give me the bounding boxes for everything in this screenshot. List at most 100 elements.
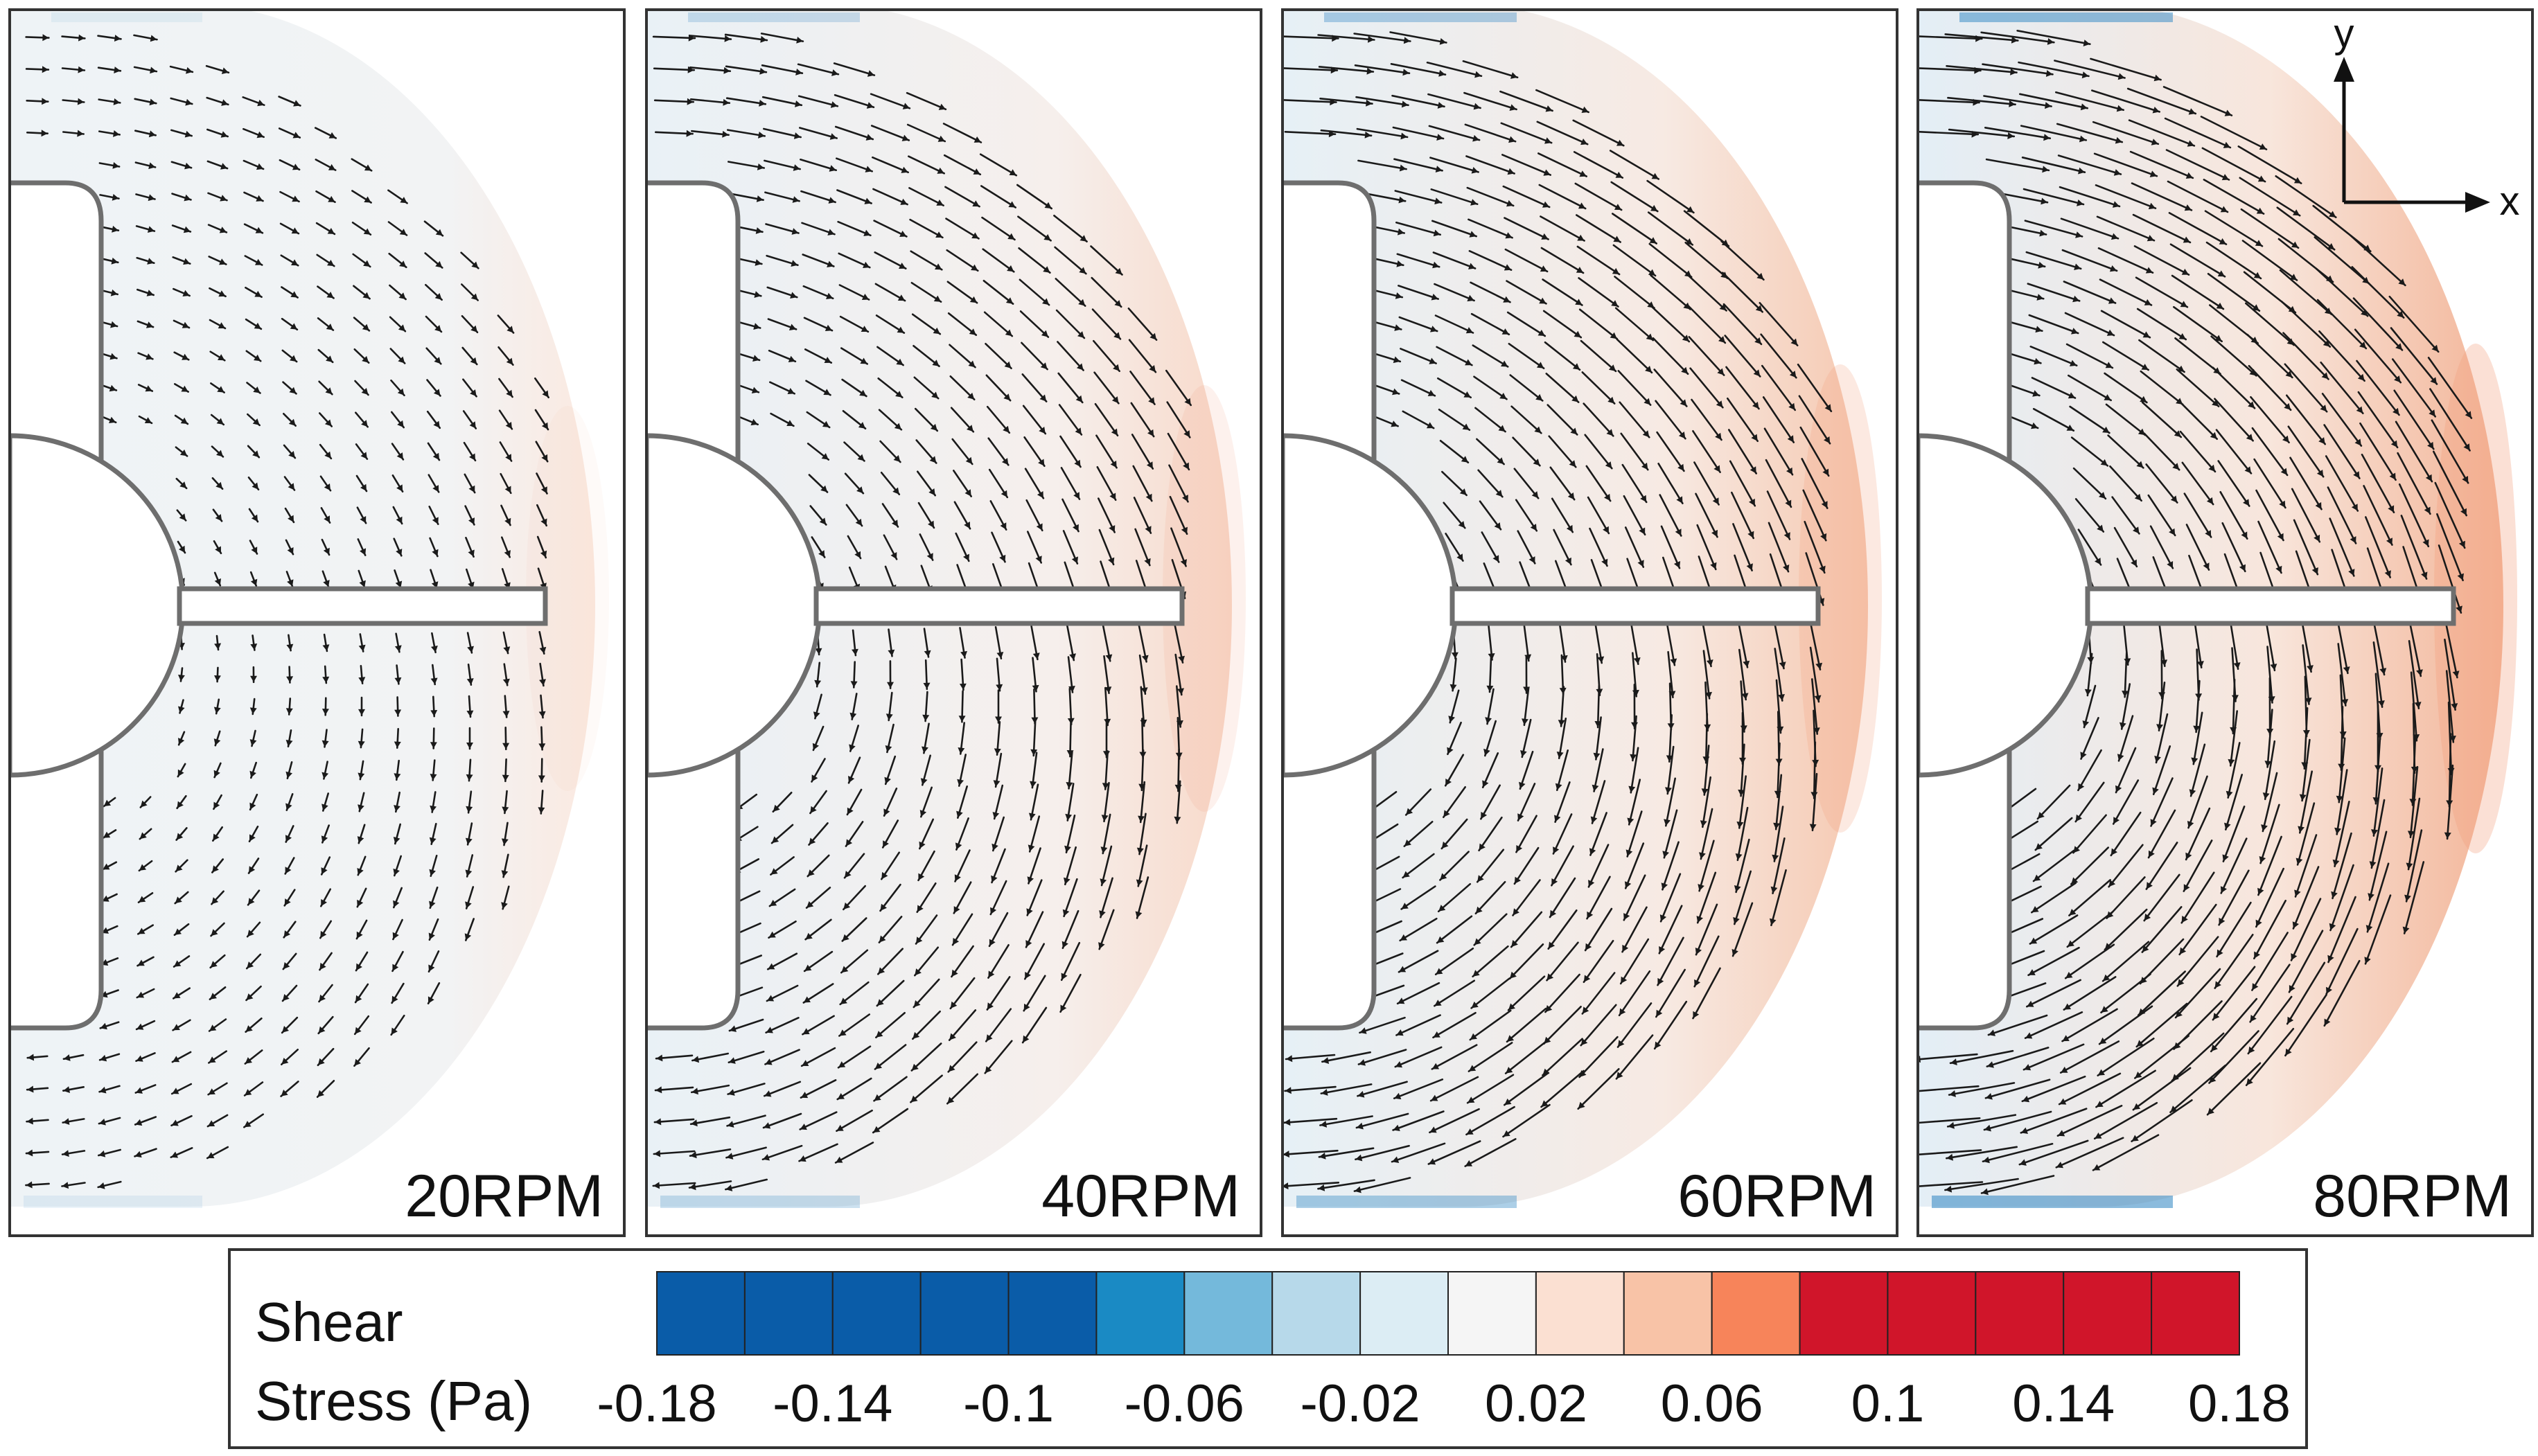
rim-high-stress-zone: [2434, 344, 2517, 853]
velocity-arrow: [1732, 523, 1753, 571]
velocity-arrow-head: [867, 70, 874, 77]
velocity-arrow-head: [2106, 329, 2114, 336]
velocity-arrow-head: [2293, 177, 2302, 184]
velocity-arrow-head: [137, 959, 145, 966]
velocity-arrow: [1167, 432, 1190, 471]
velocity-arrow-head: [1659, 914, 1667, 922]
velocity-arrow-head: [1578, 1101, 1585, 1109]
velocity-arrow-head: [1664, 819, 1671, 826]
velocity-arrow: [2152, 745, 2171, 795]
velocity-arrow: [1545, 373, 1580, 403]
velocity-arrow: [1655, 968, 1686, 1018]
velocity-arrow: [1811, 772, 1818, 832]
velocity-arrow-head: [393, 868, 400, 876]
velocity-arrow: [2136, 308, 2187, 341]
velocity-arrow: [2296, 802, 2316, 866]
velocity-arrow: [2074, 781, 2105, 823]
velocity-arrow-head: [971, 232, 979, 239]
velocity-arrow-head: [114, 66, 121, 73]
velocity-arrow-head: [830, 101, 838, 108]
velocity-arrow: [2034, 817, 2073, 851]
velocity-arrow-head: [2460, 508, 2467, 516]
velocity-arrow-head: [252, 450, 259, 458]
velocity-arrow-head: [1076, 363, 1084, 371]
velocity-arrow-head: [2252, 983, 2259, 991]
velocity-arrow-head: [1319, 1152, 1326, 1160]
velocity-arrow-head: [1574, 330, 1581, 338]
velocity-arrow: [1547, 909, 1578, 950]
velocity-arrow-head: [218, 290, 226, 297]
velocity-arrow-head: [841, 966, 849, 973]
velocity-arrow-head: [327, 228, 335, 234]
velocity-arrow-head: [1756, 272, 1764, 280]
velocity-arrow-head: [880, 903, 887, 911]
velocity-arrow-head: [813, 711, 820, 719]
velocity-arrow-head: [928, 520, 934, 528]
velocity-arrow-head: [901, 134, 909, 141]
velocity-arrow: [2102, 341, 2149, 371]
velocity-arrow: [1947, 96, 2016, 106]
velocity-arrow: [2024, 220, 2083, 238]
velocity-arrow: [1540, 247, 1585, 274]
velocity-arrow-head: [2451, 703, 2458, 710]
velocity-arrow: [1357, 159, 1407, 170]
velocity-arrow-head: [1437, 936, 1445, 943]
velocity-arrow: [1612, 244, 1657, 277]
velocity-arrow-head: [432, 485, 439, 492]
velocity-arrow: [2126, 87, 2197, 115]
velocity-arrow-head: [114, 35, 121, 42]
velocity-arrow: [763, 1081, 802, 1097]
velocity-arrow-head: [2142, 331, 2150, 338]
velocity-arrow: [1057, 341, 1084, 371]
velocity-arrow-head: [2022, 1095, 2030, 1103]
velocity-arrow-head: [2079, 135, 2086, 143]
velocity-arrow-head: [910, 1095, 918, 1103]
velocity-arrow-head: [1508, 136, 1516, 143]
velocity-arrow: [1544, 341, 1581, 371]
velocity-arrow-head: [2291, 241, 2299, 248]
velocity-arrow-head: [768, 931, 776, 938]
velocity-arrow-head: [843, 902, 851, 909]
velocity-arrow: [1283, 35, 1339, 39]
velocity-arrow-head: [1506, 1067, 1513, 1074]
velocity-arrow-head: [866, 102, 874, 109]
velocity-arrow: [1984, 1078, 2051, 1099]
velocity-arrow-head: [323, 547, 330, 555]
velocity-arrow: [2253, 900, 2286, 959]
velocity-arrow-head: [793, 164, 800, 171]
velocity-arrow: [1504, 1072, 1549, 1106]
velocity-arrow-head: [317, 1090, 324, 1097]
velocity-arrow-head: [214, 578, 221, 586]
velocity-arrow: [2077, 749, 2102, 792]
rim-high-stress-zone: [1799, 364, 1882, 833]
velocity-arrow-head: [358, 677, 366, 684]
velocity-arrow: [2230, 710, 2238, 767]
velocity-arrow: [1813, 741, 1817, 799]
velocity-arrow-head: [2250, 337, 2258, 344]
velocity-arrow: [2403, 861, 2425, 934]
velocity-arrow: [1768, 522, 1790, 573]
velocity-arrow-head: [1711, 529, 1718, 538]
velocity-arrow-head: [324, 419, 332, 427]
velocity-arrow-head: [992, 843, 998, 851]
colorbar-cell: [1799, 1271, 1889, 1356]
velocity-arrow-head: [246, 993, 254, 1000]
velocity-arrow-head: [146, 353, 153, 360]
velocity-arrow-head: [1543, 169, 1551, 176]
velocity-arrow: [1918, 67, 1982, 72]
velocity-arrow-head: [836, 1156, 843, 1163]
velocity-arrow-head: [1506, 199, 1514, 207]
velocity-arrow: [2018, 61, 2090, 78]
velocity-arrow: [2059, 1040, 2120, 1074]
velocity-arrow-head: [357, 836, 364, 844]
velocity-arrow: [2429, 388, 2471, 452]
velocity-arrow: [945, 217, 980, 240]
velocity-arrow-head: [2093, 1164, 2101, 1171]
velocity-arrow: [2407, 797, 2421, 871]
velocity-arrow-head: [2353, 471, 2360, 479]
velocity-arrow-head: [355, 995, 362, 1002]
velocity-arrow: [1093, 339, 1120, 373]
velocity-arrow-head: [964, 522, 971, 529]
velocity-arrow: [2266, 646, 2273, 704]
